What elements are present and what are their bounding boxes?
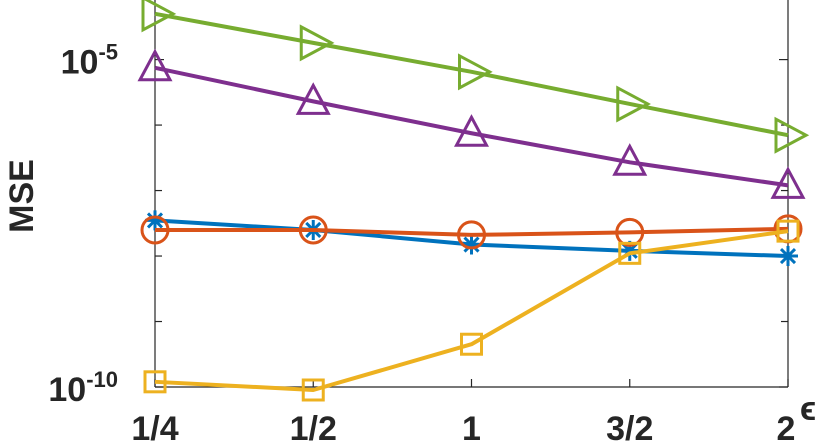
triangle-right-marker (616, 85, 651, 123)
y-axis-label: MSE (3, 159, 41, 233)
circle-marker (140, 215, 170, 245)
triangle-up-marker (612, 143, 648, 176)
y-tick-exponent: -5 (98, 40, 118, 65)
asterisk-marker (778, 246, 798, 267)
triangle-up-marker (770, 166, 806, 199)
asterisk-marker (145, 210, 165, 231)
square-marker (301, 378, 325, 402)
triangle-up-marker (295, 82, 331, 115)
y-tick-label: 10-5 (61, 40, 118, 82)
asterisk-marker (461, 234, 482, 255)
y-tick-base: 10 (61, 44, 99, 82)
square-marker (618, 241, 642, 265)
triangle-right-marker (774, 116, 810, 154)
square-marker (776, 219, 800, 243)
series-line (154, 229, 789, 392)
asterisk-marker (619, 240, 640, 261)
x-axis-label: ϵ (800, 390, 816, 428)
circle-marker (457, 220, 486, 250)
series-1 (137, 48, 806, 199)
x-tick-label: 1/4 (131, 410, 178, 446)
series-layer (137, 0, 810, 402)
triangle-up-marker (137, 48, 173, 82)
y-tick-exponent: -10 (86, 367, 118, 392)
x-tick-label: 2 (777, 410, 796, 446)
triangle-up-marker (453, 114, 490, 147)
circle-marker (615, 217, 645, 247)
series-line (155, 226, 789, 237)
series-2 (145, 210, 798, 267)
triangle-right-marker (141, 0, 177, 33)
series-4 (143, 219, 800, 402)
x-tick-label: 3/2 (606, 410, 653, 446)
x-tick-label: 1 (462, 410, 481, 446)
series-line (154, 65, 789, 188)
axes-frame (154, 0, 789, 388)
square-marker (460, 332, 483, 356)
series-line (154, 11, 789, 138)
triangle-right-marker (458, 53, 493, 91)
y-tick-label: 10-10 (48, 367, 118, 409)
x-tick-label: 1/2 (290, 410, 337, 446)
triangle-right-marker (299, 24, 335, 62)
series-0 (141, 0, 810, 154)
square-marker (143, 370, 167, 394)
y-tick-base: 10 (48, 371, 86, 409)
circle-marker (298, 215, 328, 245)
